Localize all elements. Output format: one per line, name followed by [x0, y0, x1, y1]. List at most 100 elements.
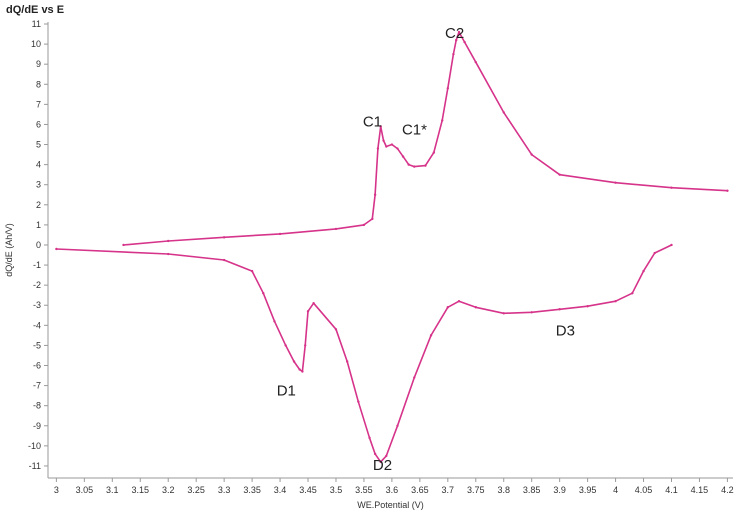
data-point [413, 165, 416, 168]
x-tick-label: 3.45 [299, 485, 317, 495]
x-tick-label: 4.15 [691, 485, 709, 495]
x-tick-label: 3.65 [411, 485, 429, 495]
data-point [292, 360, 296, 363]
y-tick-label: 1 [36, 220, 41, 230]
data-point [334, 227, 338, 231]
data-point [273, 320, 276, 323]
y-tick-label: -6 [33, 361, 41, 371]
series-line-1 [123, 31, 728, 246]
data-point [306, 310, 310, 313]
data-point [530, 311, 533, 314]
data-point [670, 186, 673, 189]
data-point [474, 306, 477, 309]
data-point [457, 300, 461, 303]
y-tick-label: 2 [36, 200, 41, 210]
x-tick-label: 3.1 [106, 485, 119, 495]
data-point [122, 243, 125, 247]
data-point [385, 145, 388, 148]
data-point [373, 452, 377, 456]
data-point [452, 52, 455, 56]
data-point [457, 30, 461, 34]
data-point [558, 173, 561, 176]
x-tick-label: 3.8 [497, 485, 510, 495]
x-tick-label: 4 [613, 485, 618, 495]
data-point [446, 306, 450, 309]
series-layer [55, 30, 729, 464]
y-tick-label: -7 [33, 381, 41, 391]
y-tick-label: -9 [33, 421, 41, 431]
data-point [382, 139, 385, 142]
x-tick-label: 4.05 [635, 485, 653, 495]
data-point [474, 60, 477, 64]
data-point [413, 376, 416, 379]
data-point [284, 344, 287, 347]
data-point [368, 436, 371, 440]
x-tick-label: 3.95 [579, 485, 597, 495]
data-point [429, 334, 433, 337]
data-point [250, 269, 254, 273]
data-point [379, 460, 382, 464]
series-line-2 [56, 244, 672, 463]
x-tick-label: 3.9 [553, 485, 566, 495]
x-tick-label: 3.3 [218, 485, 231, 495]
chart-title: dQ/dE vs E [6, 4, 65, 16]
data-point [385, 454, 388, 458]
data-point [396, 147, 399, 150]
data-point [312, 302, 315, 305]
x-tick-label: 3.75 [467, 485, 485, 495]
data-point [55, 247, 58, 251]
data-point [407, 163, 410, 166]
x-tick-label: 3.15 [131, 485, 149, 495]
data-point [455, 38, 458, 42]
y-tick-label: 7 [36, 99, 41, 109]
data-point [262, 291, 265, 295]
data-point [530, 153, 533, 156]
y-tick-label: 5 [36, 140, 41, 150]
x-tick-label: 3.7 [442, 485, 455, 495]
data-point [463, 40, 466, 44]
peak-label: D2 [373, 457, 392, 474]
y-axis-title: dQ/dE (Ah/V) [4, 223, 14, 277]
data-point [334, 328, 338, 331]
y-tick-label: -5 [33, 340, 41, 350]
data-point [222, 236, 226, 239]
peak-label: D3 [556, 322, 575, 339]
y-tick-label: -10 [28, 441, 41, 451]
peak-label: D1 [277, 383, 296, 400]
data-point [301, 370, 304, 373]
data-point [424, 164, 427, 167]
y-tick-label: -8 [33, 401, 41, 411]
data-point [345, 360, 349, 363]
data-point [653, 251, 656, 255]
data-point [558, 308, 561, 311]
data-point [167, 252, 170, 256]
x-tick-label: 3.05 [76, 485, 94, 495]
x-tick-label: 3.25 [187, 485, 205, 495]
x-tick-label: 3 [54, 485, 59, 495]
data-point [614, 181, 617, 184]
data-point [642, 269, 645, 273]
data-point [222, 258, 226, 262]
data-point [379, 125, 382, 128]
data-point [376, 147, 380, 150]
x-tick-label: 4.1 [665, 485, 678, 495]
data-point [502, 111, 505, 114]
y-tick-label: -3 [33, 300, 41, 310]
x-axis-title: WE.Potential (V) [357, 500, 424, 510]
x-tick-label: 3.55 [355, 485, 373, 495]
data-point [401, 155, 405, 158]
data-point [432, 151, 436, 154]
data-point [390, 143, 394, 146]
data-point [362, 223, 366, 227]
y-tick-label: 10 [31, 39, 41, 49]
data-point [502, 312, 505, 315]
data-point [373, 193, 377, 196]
x-tick-label: 3.2 [162, 485, 175, 495]
x-tick-label: 3.85 [523, 485, 541, 495]
peak-label: C2 [445, 25, 464, 42]
y-tick-label: -11 [29, 461, 41, 471]
data-point [614, 300, 617, 303]
data-point [396, 424, 399, 427]
data-point [726, 189, 729, 192]
y-tick-label: -4 [33, 320, 41, 330]
